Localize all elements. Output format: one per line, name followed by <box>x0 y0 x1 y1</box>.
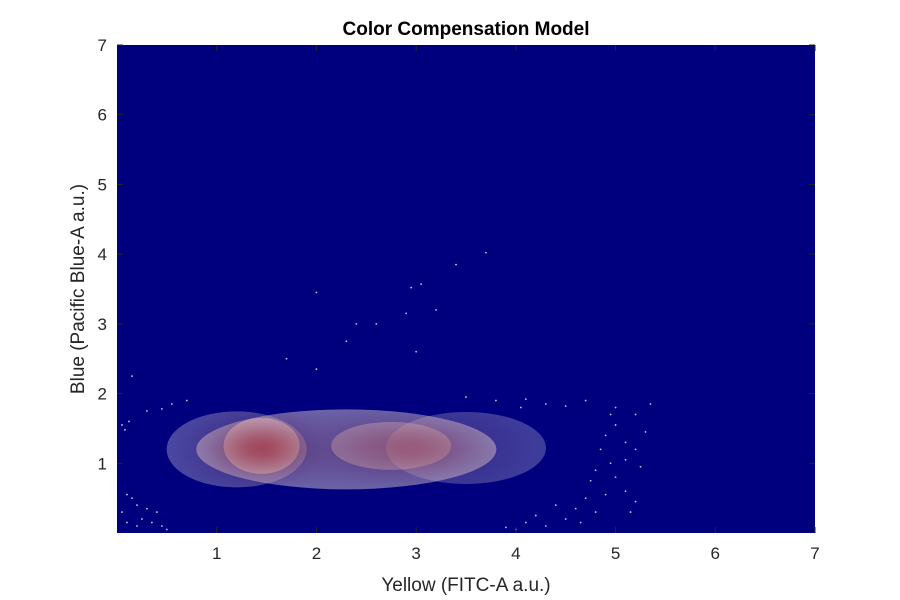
outlier-point <box>405 312 408 315</box>
outlier-point <box>554 504 557 507</box>
outlier-point <box>121 511 123 513</box>
x-tick-label: 4 <box>511 544 520 563</box>
density-peak <box>331 421 452 470</box>
y-tick-label: 7 <box>98 36 107 55</box>
outlier-point <box>584 497 587 500</box>
outlier-point <box>629 511 632 513</box>
outlier-point <box>146 507 148 510</box>
outlier-point <box>579 521 582 524</box>
outlier-point <box>160 525 163 527</box>
outlier-points <box>121 251 652 531</box>
outlier-point <box>165 528 168 531</box>
outlier-point <box>599 448 602 451</box>
outlier-point <box>420 283 423 286</box>
outlier-point <box>131 375 133 378</box>
y-axis-label: Blue (Pacific Blue-A a.u.) <box>68 184 89 394</box>
outlier-point <box>131 497 133 500</box>
outlier-point <box>504 526 507 529</box>
chart-title: Color Compensation Model <box>343 19 590 40</box>
y-tick-label: 6 <box>98 106 107 125</box>
outlier-point <box>614 476 617 479</box>
outlier-point <box>519 406 522 409</box>
x-axis-label: Yellow (FITC-A a.u.) <box>381 575 550 596</box>
outlier-point <box>435 309 437 311</box>
plot-area <box>117 45 815 533</box>
outlier-point <box>121 424 123 426</box>
outlier-point <box>639 465 642 468</box>
outlier-point <box>136 525 138 527</box>
outlier-point <box>634 448 637 451</box>
outlier-point <box>544 403 547 405</box>
density-peak <box>223 417 300 474</box>
outlier-point <box>644 431 647 433</box>
outlier-point <box>141 518 143 520</box>
outlier-point <box>415 350 418 353</box>
y-tick-label: 4 <box>98 245 107 264</box>
outlier-point <box>609 413 612 416</box>
y-tick-label: 2 <box>98 385 107 404</box>
density-heatmap <box>166 409 546 490</box>
outlier-point <box>455 263 457 266</box>
y-tick-label: 1 <box>98 454 107 473</box>
outlier-point <box>614 406 617 409</box>
x-tick-label: 7 <box>810 544 819 563</box>
outlier-point <box>649 403 652 405</box>
outlier-point <box>495 399 497 402</box>
outlier-point <box>170 403 173 405</box>
outlier-point <box>594 511 597 513</box>
outlier-point <box>126 493 128 496</box>
x-tick-label: 6 <box>711 544 720 563</box>
outlier-point <box>355 322 358 325</box>
outlier-point <box>544 525 547 527</box>
outlier-point <box>634 500 637 503</box>
outlier-point <box>594 469 597 472</box>
outlier-point <box>345 340 348 343</box>
outlier-point <box>151 521 153 524</box>
x-tick-label: 5 <box>611 544 620 563</box>
outlier-point <box>574 507 577 510</box>
outlier-point <box>136 504 138 507</box>
outlier-point <box>465 396 467 398</box>
outlier-point <box>155 511 158 513</box>
outlier-point <box>589 479 592 482</box>
x-axis-ticks: 1 2 3 4 5 6 7 <box>212 45 820 563</box>
outlier-point <box>524 398 527 401</box>
outlier-point <box>624 490 627 493</box>
outlier-point <box>146 410 148 412</box>
y-tick-label: 3 <box>98 315 107 334</box>
outlier-point <box>609 462 612 465</box>
outlier-point <box>410 286 413 289</box>
x-tick-label: 2 <box>312 544 321 563</box>
outlier-point <box>315 368 318 371</box>
outlier-point <box>315 291 318 294</box>
outlier-point <box>564 405 567 408</box>
outlier-point <box>524 521 527 524</box>
outlier-point <box>624 441 627 444</box>
y-tick-label: 5 <box>98 175 107 194</box>
outlier-point <box>604 493 607 496</box>
outlier-point <box>185 399 188 402</box>
outlier-point <box>124 428 126 431</box>
x-tick-label: 3 <box>411 544 420 563</box>
outlier-point <box>375 322 378 325</box>
outlier-point <box>634 413 637 416</box>
outlier-point <box>614 424 617 426</box>
outlier-point <box>128 420 130 423</box>
outlier-point <box>604 434 607 437</box>
outlier-point <box>126 521 128 524</box>
y-axis-ticks: 1 2 3 4 5 6 7 <box>98 36 815 473</box>
outlier-point <box>564 518 567 520</box>
x-tick-label: 1 <box>212 544 221 563</box>
outlier-point <box>624 458 627 461</box>
outlier-point <box>160 408 163 410</box>
outlier-point <box>485 251 487 254</box>
outlier-point <box>534 514 537 517</box>
outlier-point <box>285 357 288 360</box>
outlier-point <box>584 399 587 402</box>
